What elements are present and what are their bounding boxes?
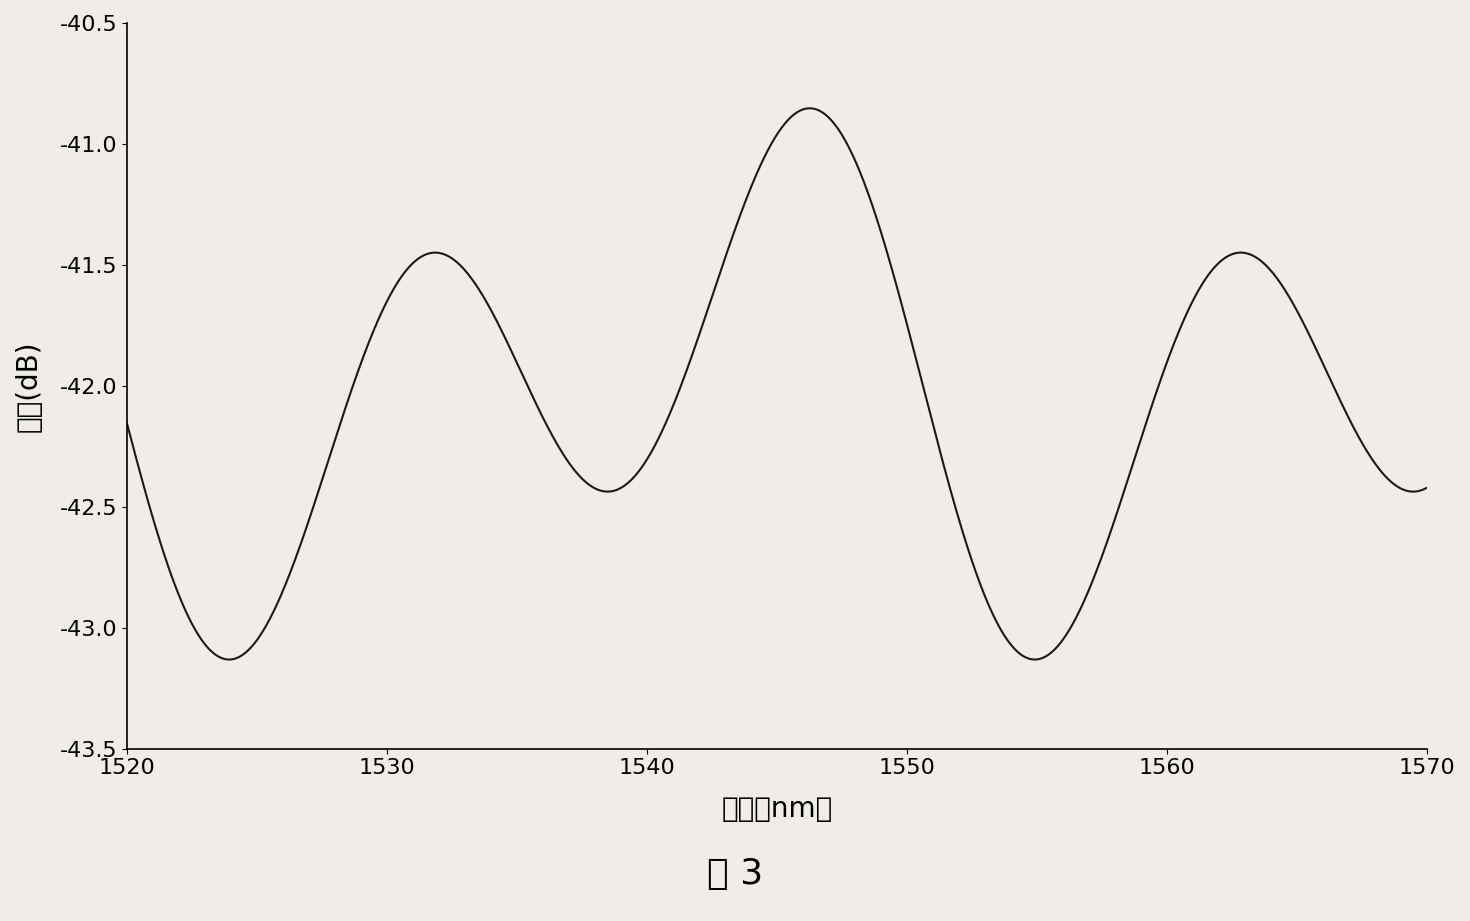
X-axis label: 波长（nm）: 波长（nm） bbox=[722, 795, 832, 823]
Y-axis label: 幅度(dB): 幅度(dB) bbox=[15, 340, 43, 432]
Text: 图 3: 图 3 bbox=[707, 857, 763, 892]
